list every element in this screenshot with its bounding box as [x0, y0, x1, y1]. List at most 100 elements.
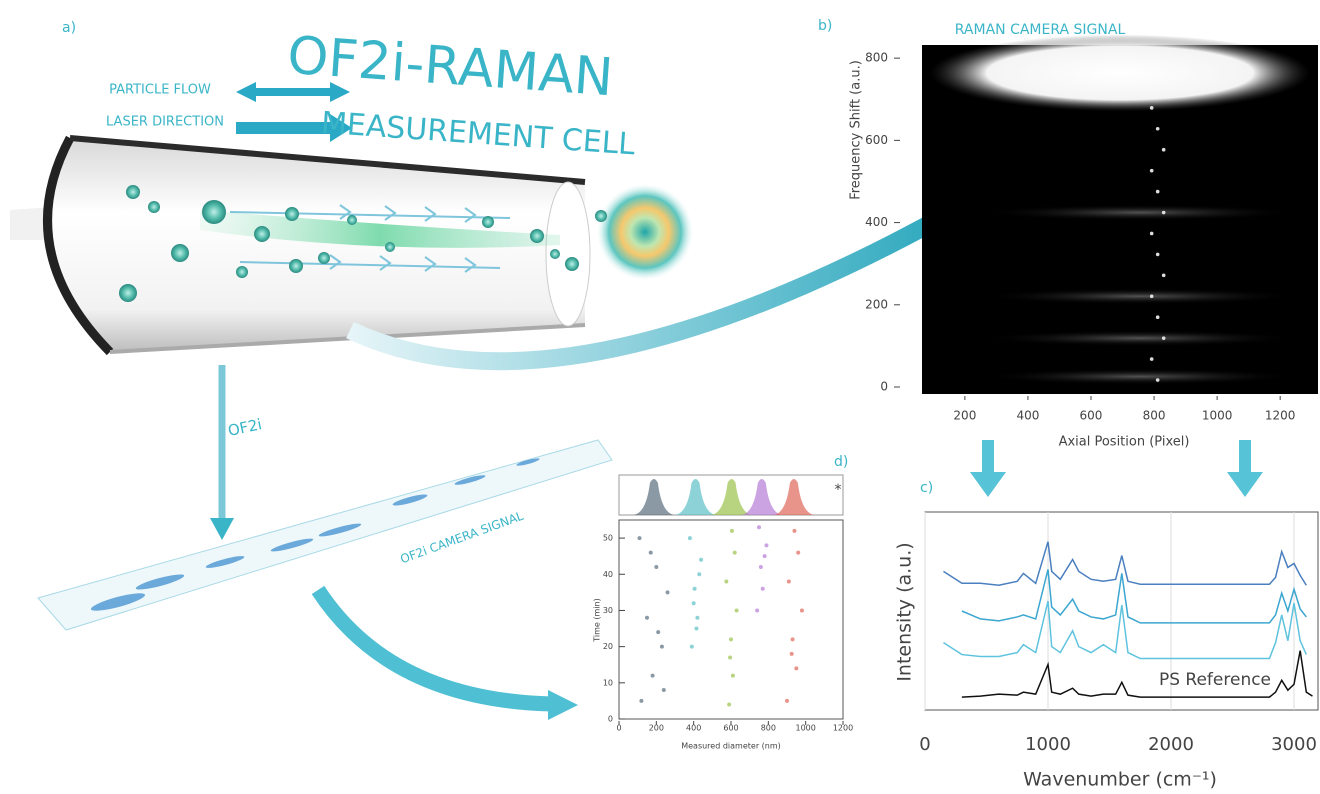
scatter-point [785, 699, 789, 703]
y-tick-label: 10 [603, 678, 613, 687]
of2i-label: OF2i [226, 415, 263, 440]
scatter-point [654, 565, 658, 569]
panel-label: d) [834, 454, 848, 470]
scatter-point [794, 666, 798, 670]
figure: OF2i-RAMAN MEASUREMENT CELL PARTICLE FLO… [0, 0, 1320, 794]
histogram-peak [674, 479, 718, 515]
scatter-point [651, 674, 655, 678]
scatter-point [730, 529, 734, 533]
spot [1156, 127, 1160, 131]
spot [1156, 315, 1160, 319]
x-tick-label: 1000 [1202, 409, 1233, 423]
x-tick-label: 800 [1143, 409, 1166, 423]
band [981, 369, 1298, 385]
y-axis-label: Frequency Shift (a.u.) [849, 60, 864, 200]
spot [1150, 106, 1154, 110]
scatter-point [699, 558, 703, 562]
band [981, 205, 1298, 221]
spot [1162, 274, 1166, 278]
x-tick-label: 600 [1080, 409, 1103, 423]
x-axis-label: Wavenumber (cm⁻¹) [1023, 769, 1217, 791]
diagram-subtitle: MEASUREMENT CELL [320, 106, 637, 163]
x-tick-label: 200 [953, 409, 976, 423]
band [981, 330, 1298, 346]
annotation: PS Reference [1159, 670, 1271, 690]
scatter-point [697, 572, 701, 576]
scatter-point [639, 699, 643, 703]
y-axis-label: Time (min) [593, 598, 602, 642]
y-tick-label: 200 [865, 297, 888, 311]
scatter-point [660, 645, 664, 649]
spot [1162, 148, 1166, 152]
scatter-point [796, 551, 800, 555]
scatter-point [763, 554, 767, 558]
y-tick-label: 20 [603, 642, 613, 651]
spot [1156, 378, 1160, 382]
y-tick-label: 50 [603, 534, 613, 543]
scatter-point [694, 627, 698, 631]
band [981, 288, 1298, 304]
plot-frame [619, 520, 843, 719]
scatter-point [800, 608, 804, 612]
scatter-point [638, 536, 642, 540]
x-tick-label: 2000 [1148, 734, 1194, 755]
scatter-point [656, 630, 660, 634]
spot [1150, 294, 1154, 298]
scatter-point [761, 587, 765, 591]
y-axis-label: Intensity (a.u.) [894, 542, 916, 681]
scatter-point [759, 565, 763, 569]
scatter-point [688, 536, 692, 540]
histogram-peak [632, 479, 676, 515]
spot [1156, 253, 1160, 257]
scatter-point [790, 652, 794, 656]
histogram-peak [710, 479, 754, 515]
scatter-point [724, 580, 728, 584]
histogram-peak [740, 479, 784, 515]
histogram-peak [772, 479, 816, 515]
scatter-point [731, 674, 735, 678]
y-tick-label: 30 [603, 606, 613, 615]
spot [1150, 169, 1154, 173]
scatter-point [727, 703, 731, 707]
scatter-point [757, 525, 761, 529]
scatter-point [666, 590, 670, 594]
panel-label: c) [920, 480, 933, 496]
glow [930, 35, 1310, 112]
scatter-point [645, 616, 649, 620]
spot [1150, 357, 1154, 361]
x-tick-label: 1200 [1265, 409, 1296, 423]
scatter-point [728, 655, 732, 659]
scatter-point [735, 608, 739, 612]
y-tick-label: 0 [880, 380, 888, 394]
spot [1156, 190, 1160, 194]
y-tick-label: 40 [603, 570, 613, 579]
flow-label: PARTICLE FLOW [109, 83, 211, 98]
x-tick-label: 0 [919, 734, 930, 755]
scatter-point [733, 551, 737, 555]
annotation: * [835, 482, 842, 498]
scatter-point [787, 580, 791, 584]
y-tick-label: 600 [865, 133, 888, 147]
scatter-point [690, 645, 694, 649]
x-tick-label: 400 [1016, 409, 1039, 423]
spot [1162, 336, 1166, 340]
y-tick-label: 800 [865, 51, 888, 65]
scatter-point [791, 637, 795, 641]
x-axis-label: Axial Position (Pixel) [1059, 435, 1190, 450]
raman-label: RAMAN [697, 328, 758, 366]
scatter-point [692, 601, 696, 605]
scatter-point [649, 551, 653, 555]
x-tick-label: 1000 [1025, 734, 1071, 755]
spot [1162, 211, 1166, 215]
laser-label: LASER DIRECTION [106, 115, 224, 130]
panel-label: b) [818, 18, 832, 34]
y-tick-label: 400 [865, 215, 888, 229]
x-tick-label: 3000 [1271, 734, 1317, 755]
x-axis-label: Measured diameter (nm) [681, 742, 781, 751]
scatter-point [662, 688, 666, 692]
chart-title: RAMAN CAMERA SIGNAL [955, 22, 1126, 38]
scatter-point [792, 529, 796, 533]
spot [1150, 232, 1154, 236]
scatter-point [764, 543, 768, 547]
scatter-point [755, 608, 759, 612]
